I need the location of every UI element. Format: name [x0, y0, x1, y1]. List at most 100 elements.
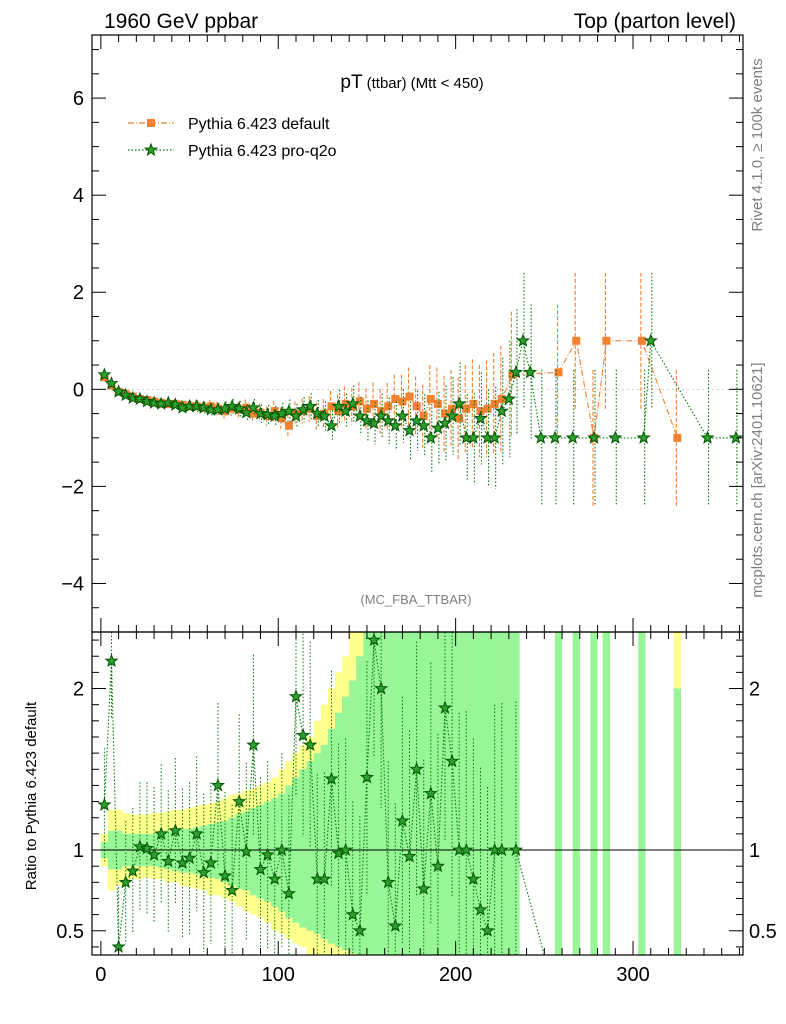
ratio-point — [260, 847, 275, 861]
band-green-bin — [249, 808, 258, 896]
ratio-point — [132, 839, 147, 853]
main-ytick-label: 6 — [73, 88, 84, 110]
band-green-bin — [178, 829, 187, 873]
point-proq2o — [381, 413, 396, 427]
point-default — [490, 399, 499, 408]
ratio-point — [409, 761, 424, 776]
point-default — [334, 407, 343, 416]
process-label: Top (parton level) — [574, 10, 736, 33]
point-proq2o — [700, 430, 715, 444]
band-green-bin — [673, 688, 682, 955]
point-default — [483, 404, 492, 413]
point-default — [391, 395, 400, 404]
ratio-point — [317, 871, 332, 886]
point-proq2o — [97, 367, 112, 381]
point-proq2o — [139, 394, 155, 408]
ratio-point — [338, 842, 353, 857]
ratio-point — [189, 826, 204, 840]
ratio-point — [154, 826, 169, 840]
point-default — [673, 433, 682, 442]
point-proq2o — [547, 430, 563, 444]
point-default — [341, 399, 350, 408]
point-default — [554, 368, 563, 377]
point-default — [602, 336, 611, 345]
point-proq2o — [225, 398, 240, 413]
point-default — [440, 409, 449, 418]
point-default — [327, 402, 336, 411]
point-default — [384, 402, 393, 411]
point-proq2o — [445, 408, 460, 423]
point-proq2o — [310, 406, 325, 420]
band-green-bin — [498, 632, 506, 955]
ratio-point — [352, 923, 367, 937]
point-proq2o — [402, 423, 417, 437]
ratio-point — [104, 653, 119, 668]
band-green-bin — [171, 830, 180, 872]
ratio-point — [97, 797, 112, 811]
main-ytick-label: −4 — [61, 573, 84, 595]
ratio-ylabel: Ratio to Pythia 6.423 default — [23, 701, 40, 890]
point-proq2o — [643, 333, 658, 347]
ratio-point — [359, 769, 375, 784]
point-proq2o — [253, 406, 268, 420]
legend-marker-default — [147, 119, 155, 127]
point-proq2o — [168, 397, 183, 411]
ratio-point — [445, 753, 460, 768]
point-proq2o — [118, 387, 133, 402]
point-proq2o — [473, 410, 488, 425]
point-proq2o — [437, 415, 453, 430]
rivet-version-label: Rivet 4.1.0, ≥ 100k events — [749, 58, 766, 231]
ratio-point — [430, 858, 445, 873]
ratio-point — [203, 855, 218, 869]
point-default — [469, 399, 478, 408]
point-proq2o — [565, 430, 580, 444]
point-proq2o — [196, 400, 211, 414]
point-proq2o — [317, 408, 332, 423]
legend-label-default: Pythia 6.423 default — [188, 116, 330, 133]
point-proq2o — [409, 413, 424, 427]
point-proq2o — [338, 403, 353, 418]
point-proq2o — [331, 398, 346, 413]
point-proq2o — [147, 395, 162, 409]
band-green-bin — [483, 632, 492, 955]
ratio-point — [416, 881, 431, 895]
band-green-bin — [207, 824, 215, 878]
point-default — [284, 421, 293, 430]
point-proq2o — [104, 376, 119, 390]
ratio-point — [459, 842, 474, 857]
band-green-bin — [602, 632, 611, 955]
point-proq2o — [533, 430, 548, 444]
band-green-bin — [391, 632, 399, 955]
ratio-point — [388, 918, 403, 932]
point-proq2o — [132, 391, 147, 406]
band-green-bin — [638, 632, 646, 955]
point-proq2o — [374, 408, 389, 423]
ratio-point — [466, 871, 481, 886]
ratio-point — [239, 844, 254, 858]
ratio-plot-area — [92, 632, 743, 956]
ratio-ytick-label-right: 2 — [749, 679, 760, 701]
point-default — [412, 402, 421, 411]
ratio-ytick-label-right: 1 — [749, 840, 760, 862]
ratio-point — [324, 771, 339, 785]
band-green-bin — [462, 632, 470, 955]
point-default — [277, 414, 286, 423]
point-proq2o — [423, 430, 438, 444]
point-default — [249, 409, 258, 418]
ratio-point — [494, 842, 509, 857]
band-green-bin — [320, 745, 329, 939]
ratio-point — [168, 823, 183, 837]
point-default — [637, 336, 646, 345]
point-proq2o — [515, 333, 531, 347]
point-proq2o — [366, 415, 382, 430]
point-default — [355, 397, 364, 406]
ratio-point — [281, 886, 296, 900]
ratio-ytick-label-left: 2 — [73, 679, 84, 701]
point-proq2o — [324, 418, 339, 432]
point-proq2o — [388, 418, 403, 432]
ratio-point — [182, 850, 197, 865]
band-green-bin — [271, 798, 279, 907]
band-green-bin — [299, 769, 307, 928]
point-proq2o — [352, 408, 367, 423]
ratio-point — [395, 813, 410, 827]
